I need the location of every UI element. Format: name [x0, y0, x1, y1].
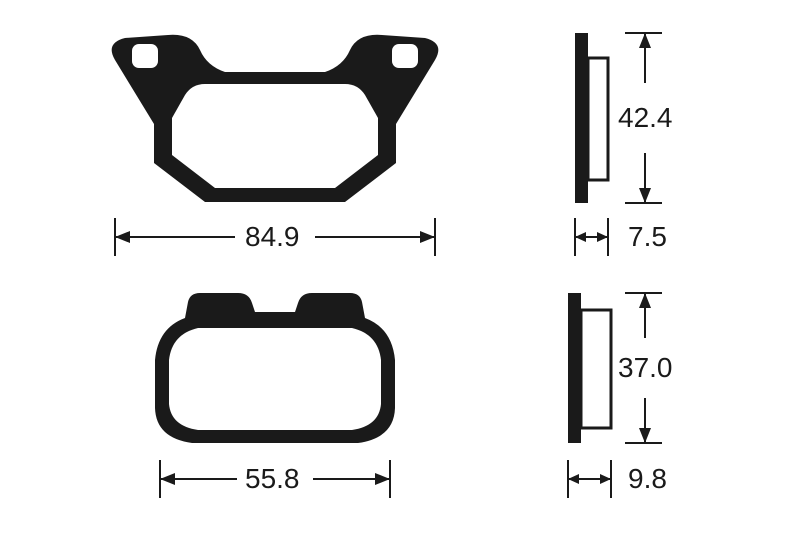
top-pad-side: [575, 33, 608, 203]
dim-bot-thick: [568, 460, 611, 498]
label-bot-width: 55.8: [245, 463, 300, 495]
label-bot-thick: 9.8: [628, 463, 667, 495]
drawing-canvas: 84.9 42.4 7.5 55.8 37.0 9.8: [0, 0, 800, 533]
label-bot-height: 37.0: [618, 352, 673, 384]
dim-top-thick: [575, 218, 608, 256]
diagram-svg: [0, 0, 800, 533]
label-top-thick: 7.5: [628, 221, 667, 253]
top-pad-front: [112, 35, 439, 202]
label-top-width: 84.9: [245, 221, 300, 253]
bottom-pad-front: [155, 293, 395, 443]
label-top-height: 42.4: [618, 102, 673, 134]
bottom-pad-side: [568, 293, 611, 443]
